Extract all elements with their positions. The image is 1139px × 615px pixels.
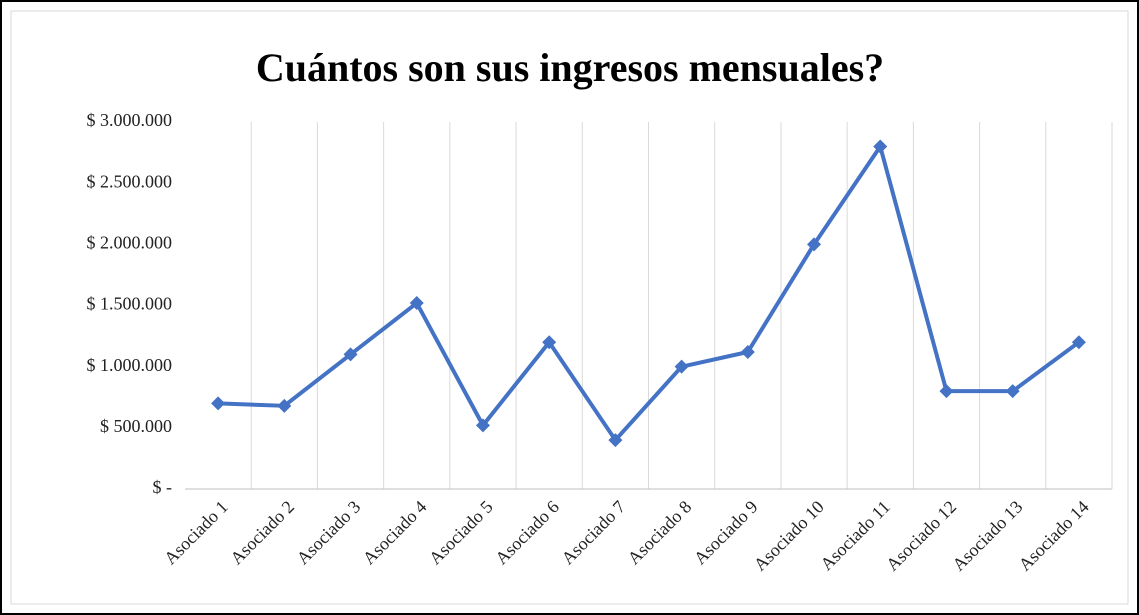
chart-title: Cuántos son sus ingresos mensuales?: [256, 45, 884, 90]
y-tick-label: $ 1.000.000: [87, 355, 173, 375]
y-tick-label: $ 2.500.000: [87, 171, 173, 191]
marker: [211, 396, 226, 411]
marker: [608, 433, 623, 448]
marker: [740, 344, 755, 359]
marker: [1005, 384, 1020, 399]
marker: [939, 384, 954, 399]
line: [218, 144, 1081, 443]
y-tick-label: $ 500.000: [100, 416, 172, 436]
marker: [343, 347, 358, 362]
marker: [409, 296, 424, 311]
y-tick-label: $ 1.500.000: [87, 294, 173, 314]
y-tick-label: $ 3.000.000: [87, 110, 173, 130]
y-tick-label: $ 2.000.000: [87, 232, 173, 252]
marker: [873, 139, 888, 154]
chart-area: [10, 10, 1129, 605]
marker: [475, 418, 490, 433]
marker: [542, 335, 557, 350]
marker: [807, 237, 822, 252]
marker: [1071, 335, 1086, 350]
y-tick-label: $ -: [153, 477, 173, 497]
marker: [674, 359, 689, 374]
marker: [277, 398, 292, 413]
